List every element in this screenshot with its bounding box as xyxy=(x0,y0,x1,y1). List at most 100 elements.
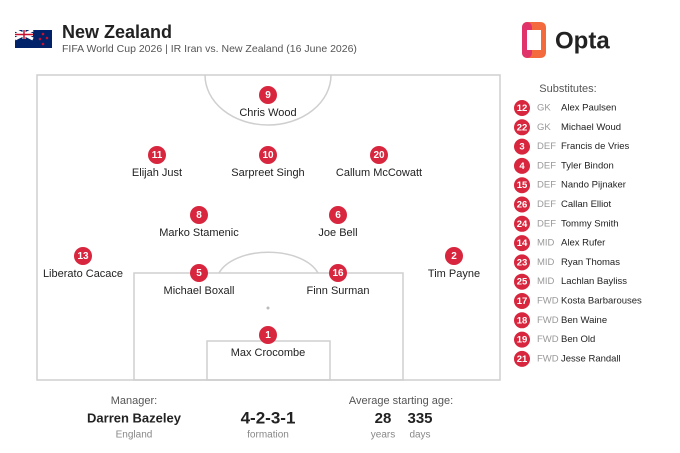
sub-number: 23 xyxy=(517,257,528,268)
sub-position: DEF xyxy=(537,141,556,152)
sub-number: 21 xyxy=(517,354,528,365)
player-badge xyxy=(259,326,277,344)
sub-position: MID xyxy=(537,257,555,268)
sub-name: Tyler Bindon xyxy=(561,160,614,171)
player-name: Elijah Just xyxy=(132,167,182,179)
logo-text: Opta xyxy=(555,27,610,54)
sub-badge xyxy=(513,99,531,117)
sub-number: 19 xyxy=(517,335,528,346)
sub-position: DEF xyxy=(537,180,556,191)
player-name: Marko Stamenic xyxy=(159,227,239,239)
player-name: Tim Payne xyxy=(428,268,480,280)
formation: 4-2-3-1 xyxy=(241,408,296,427)
sub-position: GK xyxy=(537,122,551,133)
age-years: 28 xyxy=(375,410,392,427)
pitch xyxy=(36,74,501,381)
age-days: 335 xyxy=(407,410,432,427)
sub-position: MID xyxy=(537,238,555,249)
player-name: Finn Surman xyxy=(307,285,370,297)
player-name: Liberato Cacace xyxy=(43,268,123,280)
sub-badge xyxy=(513,195,531,214)
player-number: 5 xyxy=(196,268,202,279)
player-number: 13 xyxy=(77,251,89,262)
sub-position: DEF xyxy=(537,199,556,210)
sub-position: DEF xyxy=(537,218,556,229)
player-name: Max Crocombe xyxy=(231,347,306,359)
sub-name: Lachlan Bayliss xyxy=(561,276,627,287)
sub-badge xyxy=(513,176,531,195)
sub-badge xyxy=(513,349,531,368)
opta-logo: Opta xyxy=(522,22,610,58)
player-number: 9 xyxy=(265,90,271,101)
player-badge xyxy=(190,206,208,224)
sub-position: DEF xyxy=(537,160,556,171)
manager-label: Manager: xyxy=(111,395,157,407)
player-badge xyxy=(329,206,347,224)
player-number: 10 xyxy=(262,150,274,161)
player-name: Chris Wood xyxy=(239,107,296,119)
sub-position: MID xyxy=(537,276,555,287)
sub-badge xyxy=(513,234,531,253)
sub-position: FWD xyxy=(537,315,559,326)
player-badge xyxy=(148,146,166,164)
sub-name: Callan Elliot xyxy=(561,199,612,210)
sub-name: Francis de Vries xyxy=(561,141,630,152)
player-name: Callum McCowatt xyxy=(336,167,422,179)
sub-number: 24 xyxy=(517,219,528,230)
player-number: 11 xyxy=(152,150,163,161)
player-number: 1 xyxy=(265,330,271,341)
age-label: Average starting age: xyxy=(349,395,453,407)
player-number: 16 xyxy=(332,268,344,279)
sub-number: 18 xyxy=(517,315,528,326)
sub-name: Ryan Thomas xyxy=(561,257,620,268)
substitutes-title: Substitutes: xyxy=(539,83,596,95)
title: New Zealand xyxy=(62,22,172,42)
sub-name: Tommy Smith xyxy=(561,218,619,229)
sub-name: Alex Paulsen xyxy=(561,103,616,114)
player-number: 8 xyxy=(196,210,202,221)
player-badge xyxy=(329,264,347,282)
sub-name: Ben Waine xyxy=(561,315,607,326)
sub-position: GK xyxy=(537,103,551,114)
sub-position: FWD xyxy=(537,296,559,307)
sub-name: Nando Pijnaker xyxy=(561,180,626,191)
sub-position: FWD xyxy=(537,353,559,364)
manager-country: England xyxy=(116,430,153,441)
player-number: 2 xyxy=(451,251,457,262)
sub-name: Kosta Barbarouses xyxy=(561,296,642,307)
sub-name: Jesse Randall xyxy=(561,353,621,364)
subtitle: FIFA World Cup 2026 | IR Iran vs. New Ze… xyxy=(62,43,357,55)
player-badge xyxy=(370,146,388,164)
sub-badge xyxy=(513,272,531,291)
player-badge xyxy=(259,146,277,164)
sub-badge xyxy=(513,311,531,330)
flag xyxy=(14,28,52,48)
sub-name: Ben Old xyxy=(561,334,595,345)
player-badge xyxy=(445,247,463,265)
player-number: 6 xyxy=(335,210,341,221)
sub-number: 25 xyxy=(517,277,528,288)
sub-number: 12 xyxy=(517,103,528,114)
player-name: Sarpreet Singh xyxy=(231,167,304,179)
sub-badge xyxy=(513,137,531,156)
sub-number: 14 xyxy=(517,238,528,249)
sub-number: 4 xyxy=(519,161,525,172)
player-badge xyxy=(190,264,208,282)
player-badge xyxy=(74,247,92,265)
sub-badge xyxy=(513,118,531,137)
sub-number: 22 xyxy=(517,122,528,133)
years-label: years xyxy=(371,430,395,441)
sub-number: 3 xyxy=(519,142,524,153)
sub-name: Michael Woud xyxy=(561,122,621,133)
sub-number: 17 xyxy=(517,296,528,307)
sub-badge xyxy=(513,214,531,233)
player-number: 20 xyxy=(373,150,385,161)
player-badge xyxy=(259,86,277,104)
sub-badge xyxy=(513,253,531,272)
manager-name: Darren Bazeley xyxy=(87,410,182,425)
sub-name: Alex Rufer xyxy=(561,238,605,249)
sub-number: 15 xyxy=(517,180,528,191)
sub-number: 26 xyxy=(517,200,528,211)
sub-badge xyxy=(513,292,531,310)
